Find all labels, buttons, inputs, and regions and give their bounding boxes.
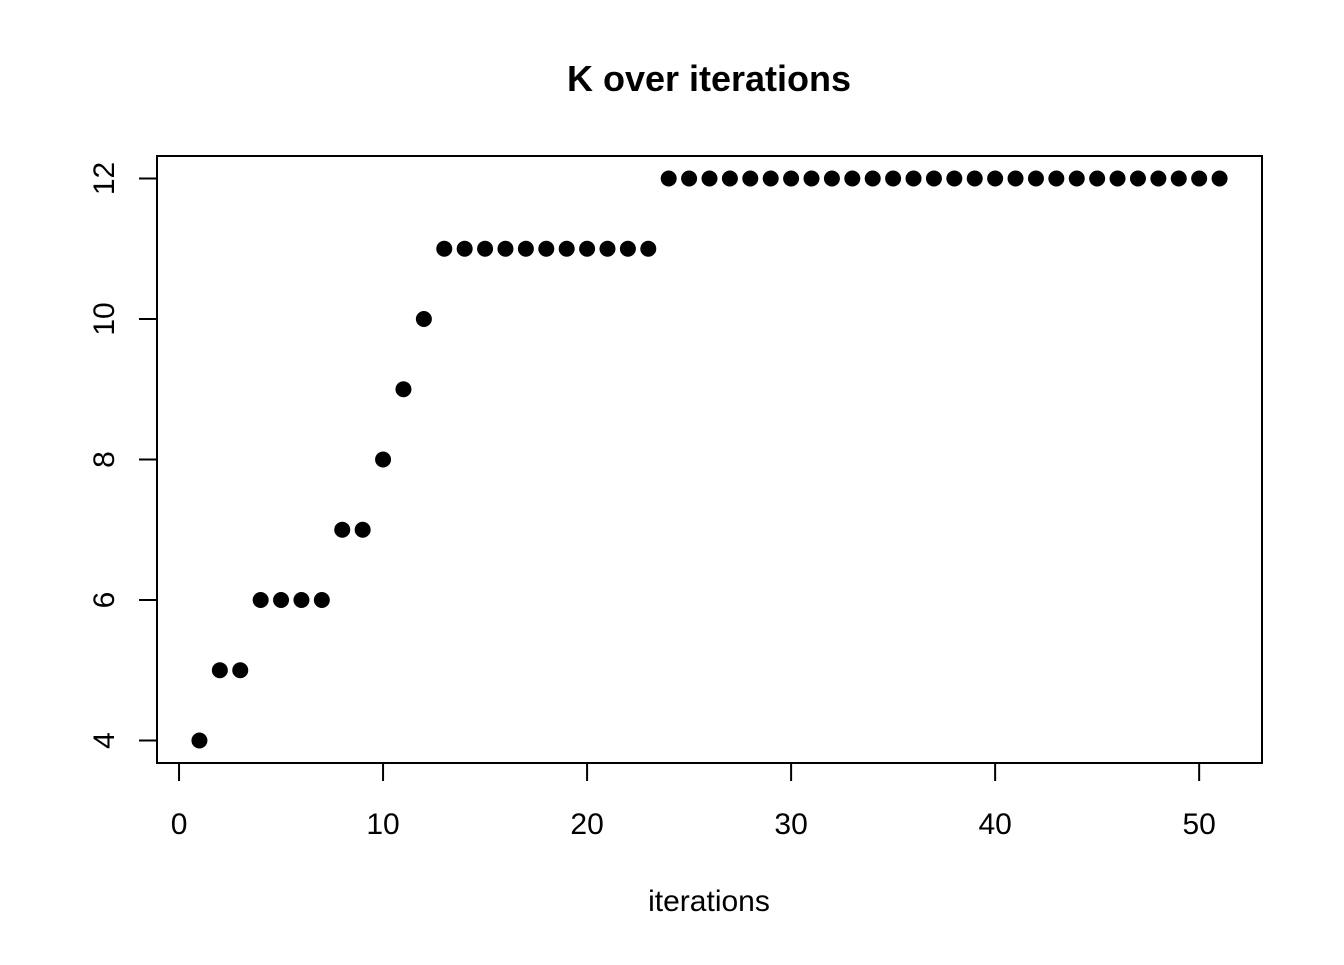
x-tick-label: 40 xyxy=(978,808,1011,841)
data-point xyxy=(619,240,636,257)
data-point xyxy=(558,240,575,257)
data-point xyxy=(252,592,269,609)
y-axis: 4 6 8 10 12 xyxy=(88,162,157,749)
data-point xyxy=(436,240,453,257)
data-point xyxy=(823,170,840,187)
data-point xyxy=(1089,170,1106,187)
data-point xyxy=(313,592,330,609)
data-point xyxy=(1068,170,1085,187)
data-point xyxy=(660,170,677,187)
y-tick-label: 8 xyxy=(88,451,121,468)
data-point xyxy=(803,170,820,187)
data-point xyxy=(701,170,718,187)
data-point xyxy=(191,732,208,749)
data-point xyxy=(579,240,596,257)
data-point xyxy=(375,451,392,468)
data-point xyxy=(232,662,249,679)
data-point xyxy=(966,170,983,187)
data-point xyxy=(517,240,534,257)
y-tick-label: 4 xyxy=(88,732,121,749)
y-tick-label: 12 xyxy=(88,162,121,195)
data-point xyxy=(538,240,555,257)
data-point xyxy=(1211,170,1228,187)
data-point xyxy=(885,170,902,187)
data-point xyxy=(925,170,942,187)
y-tick-label: 10 xyxy=(88,302,121,335)
data-point xyxy=(497,240,514,257)
data-point xyxy=(273,592,290,609)
chart-title: K over iterations xyxy=(567,58,851,99)
x-tick-label: 10 xyxy=(366,808,399,841)
data-point xyxy=(721,170,738,187)
data-point xyxy=(1048,170,1065,187)
x-tick-label: 30 xyxy=(774,808,807,841)
x-tick-label: 0 xyxy=(171,808,188,841)
data-point xyxy=(1109,170,1126,187)
data-point xyxy=(681,170,698,187)
data-point xyxy=(742,170,759,187)
data-point xyxy=(293,592,310,609)
data-point xyxy=(640,240,657,257)
data-point xyxy=(905,170,922,187)
data-point xyxy=(1027,170,1044,187)
data-point xyxy=(844,170,861,187)
data-point xyxy=(354,521,371,538)
x-axis-label: iterations xyxy=(648,885,770,918)
data-point xyxy=(599,240,616,257)
data-point xyxy=(415,310,432,327)
x-tick-label: 20 xyxy=(570,808,603,841)
data-point xyxy=(395,381,412,398)
data-point xyxy=(946,170,963,187)
data-point xyxy=(1007,170,1024,187)
data-point xyxy=(1150,170,1167,187)
plot-box xyxy=(156,155,1263,764)
data-point xyxy=(783,170,800,187)
data-points xyxy=(191,170,1228,749)
data-point xyxy=(456,240,473,257)
data-point xyxy=(477,240,494,257)
data-point xyxy=(987,170,1004,187)
data-point xyxy=(864,170,881,187)
data-point xyxy=(334,521,351,538)
data-point xyxy=(1129,170,1146,187)
x-tick-label: 50 xyxy=(1182,808,1215,841)
data-point xyxy=(1191,170,1208,187)
data-point xyxy=(211,662,228,679)
x-axis: 0 10 20 30 40 50 xyxy=(171,763,1216,841)
plot-frame xyxy=(156,155,1263,764)
data-point xyxy=(1170,170,1187,187)
y-tick-label: 6 xyxy=(88,592,121,609)
data-point xyxy=(762,170,779,187)
